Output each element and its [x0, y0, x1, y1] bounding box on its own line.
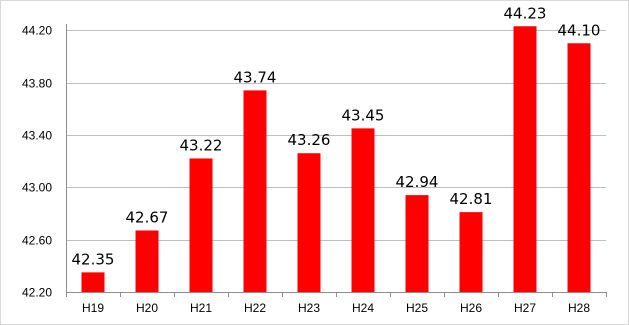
- data-label: 43.45: [342, 106, 385, 124]
- x-tick-label: H23: [298, 301, 320, 315]
- bar: [297, 153, 321, 292]
- bar: [81, 272, 105, 292]
- x-tick-label: H27: [514, 301, 536, 315]
- bar: [513, 26, 537, 292]
- y-tick-label: 43.00: [22, 181, 52, 195]
- data-label: 44.23: [504, 4, 547, 22]
- x-tick-label: H25: [406, 301, 428, 315]
- bar: [243, 90, 267, 293]
- y-tick-label: 43.40: [22, 129, 52, 143]
- data-label: 42.35: [72, 250, 115, 268]
- bar: [189, 158, 213, 292]
- bar: [405, 195, 429, 292]
- x-tick-label: H24: [352, 301, 374, 315]
- x-tick-label: H20: [136, 301, 158, 315]
- labels: 42.20 42.60 43.00 43.40 43.80 44.20 42.35 H19 42…: [22, 4, 601, 315]
- y-tick-label: 42.60: [22, 234, 52, 248]
- data-label: 43.26: [288, 131, 331, 149]
- data-label: 42.81: [450, 190, 493, 208]
- y-tick-label: 42.20: [22, 286, 52, 300]
- x-tick-label: H28: [568, 301, 590, 315]
- data-label: 43.22: [180, 136, 223, 154]
- data-label: 42.67: [126, 208, 169, 226]
- bar: [351, 128, 375, 292]
- x-tick-label: H19: [82, 301, 104, 315]
- bar: [567, 43, 591, 292]
- x-tick-label: H21: [190, 301, 212, 315]
- y-tick-label: 44.20: [22, 24, 52, 38]
- bar: [135, 230, 159, 292]
- x-tick-label: H22: [244, 301, 266, 315]
- data-label: 43.74: [234, 68, 277, 86]
- bar: [459, 212, 483, 292]
- data-label: 42.94: [396, 173, 439, 191]
- x-tick-label: H26: [460, 301, 482, 315]
- bars: [81, 26, 591, 293]
- y-tick-label: 43.80: [22, 77, 52, 91]
- data-label: 44.10: [558, 21, 601, 39]
